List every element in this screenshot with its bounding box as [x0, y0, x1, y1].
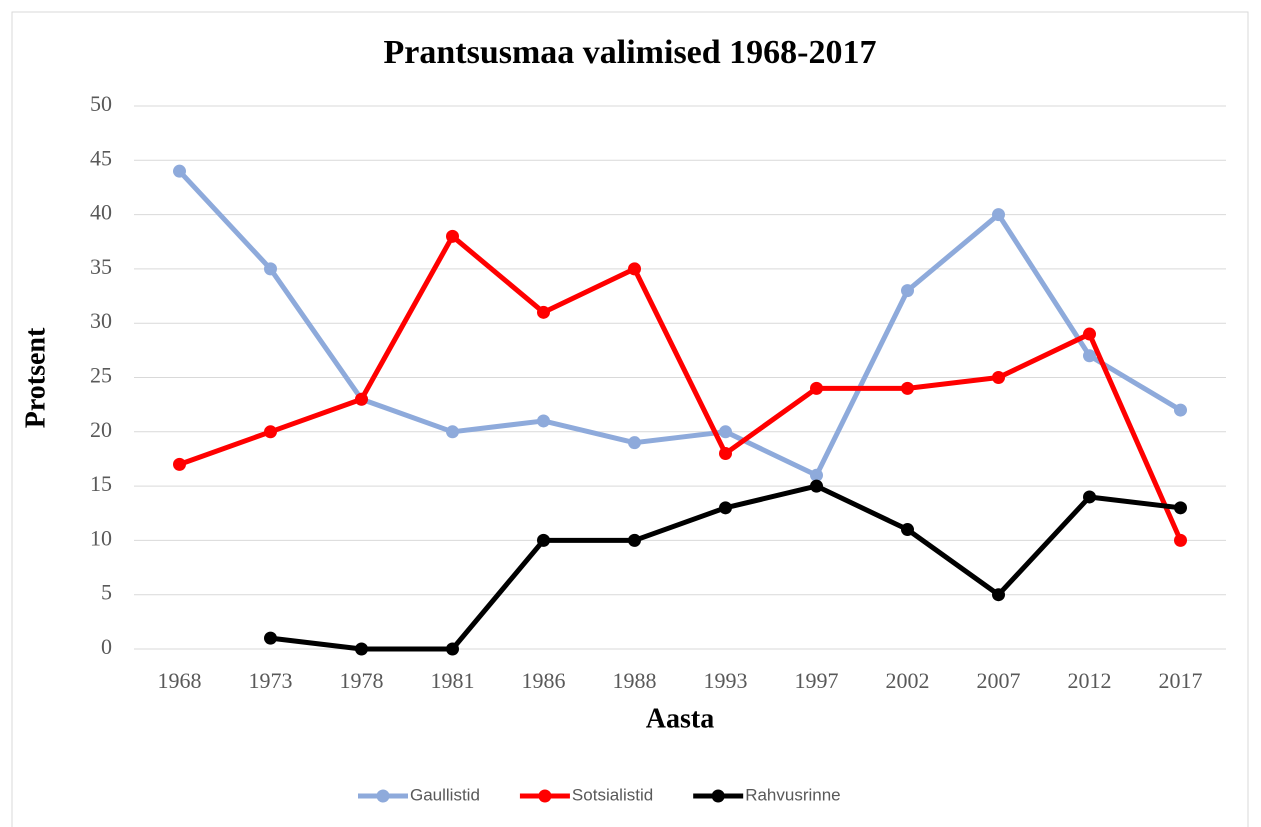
data-point	[810, 479, 823, 493]
y-tick-label: 50	[90, 91, 112, 116]
series-line	[178, 233, 1183, 542]
y-tick-label: 30	[90, 308, 112, 333]
x-tick-label: 1993	[704, 668, 748, 693]
data-point	[628, 262, 641, 276]
y-tick-label: 40	[90, 200, 112, 225]
y-tick-label: 5	[101, 580, 112, 605]
x-tick-label: 1988	[613, 668, 657, 693]
y-tick-label: 35	[90, 254, 112, 279]
data-point	[810, 468, 823, 482]
data-point	[628, 436, 641, 450]
legend-label: Gaullistid	[410, 785, 480, 804]
data-point	[992, 588, 1005, 602]
chart-title: Prantsusmaa valimised 1968-2017	[384, 34, 877, 71]
y-tick-label: 0	[101, 634, 112, 659]
data-point	[446, 425, 459, 439]
data-point	[810, 381, 823, 395]
data-point	[901, 284, 914, 298]
data-point	[173, 164, 186, 178]
data-point	[719, 425, 732, 439]
data-point	[446, 229, 459, 243]
x-tick-label: 1973	[249, 668, 293, 693]
data-point	[901, 381, 914, 395]
data-point	[719, 447, 732, 461]
data-point	[1174, 501, 1187, 515]
data-point	[264, 631, 277, 645]
y-tick-label: 45	[90, 145, 112, 170]
data-point	[446, 642, 459, 656]
data-point	[537, 533, 550, 547]
legend-marker	[538, 789, 552, 803]
chart-border	[11, 11, 1249, 827]
legend-marker	[376, 789, 390, 803]
data-point	[264, 425, 277, 439]
legend-marker	[711, 789, 725, 803]
x-tick-label: 1986	[522, 668, 566, 693]
data-point	[719, 501, 732, 515]
data-point	[1083, 327, 1096, 341]
legend-label: Sotsialistid	[572, 785, 653, 804]
data-point	[1083, 349, 1096, 363]
y-axis-label: Protsent	[20, 327, 51, 428]
y-tick-label: 15	[90, 471, 112, 496]
x-tick-label: 1981	[431, 668, 475, 693]
data-point	[173, 457, 186, 471]
data-point	[537, 414, 550, 428]
data-point	[1083, 490, 1096, 504]
data-point	[628, 533, 641, 547]
data-point	[355, 392, 368, 406]
x-tick-label: 2002	[886, 668, 930, 693]
x-tick-label: 2012	[1068, 668, 1112, 693]
x-tick-label: 2007	[977, 668, 1021, 693]
x-tick-label: 2017	[1159, 668, 1203, 693]
x-axis-label: Aasta	[646, 703, 714, 734]
series-line	[177, 169, 1182, 478]
data-point	[1174, 403, 1187, 417]
data-point	[1174, 533, 1187, 547]
data-point	[537, 305, 550, 319]
x-tick-label: 1968	[158, 668, 202, 693]
y-tick-label: 20	[90, 417, 112, 442]
data-point	[355, 642, 368, 656]
data-point	[992, 371, 1005, 384]
data-point	[901, 523, 914, 537]
y-tick-label: 25	[90, 363, 112, 388]
x-tick-label: 1997	[795, 668, 839, 693]
data-point	[992, 208, 1005, 222]
data-point	[264, 262, 277, 276]
x-tick-label: 1978	[340, 668, 384, 693]
y-tick-label: 10	[90, 525, 112, 550]
legend-label: Rahvusrinne	[745, 785, 840, 804]
